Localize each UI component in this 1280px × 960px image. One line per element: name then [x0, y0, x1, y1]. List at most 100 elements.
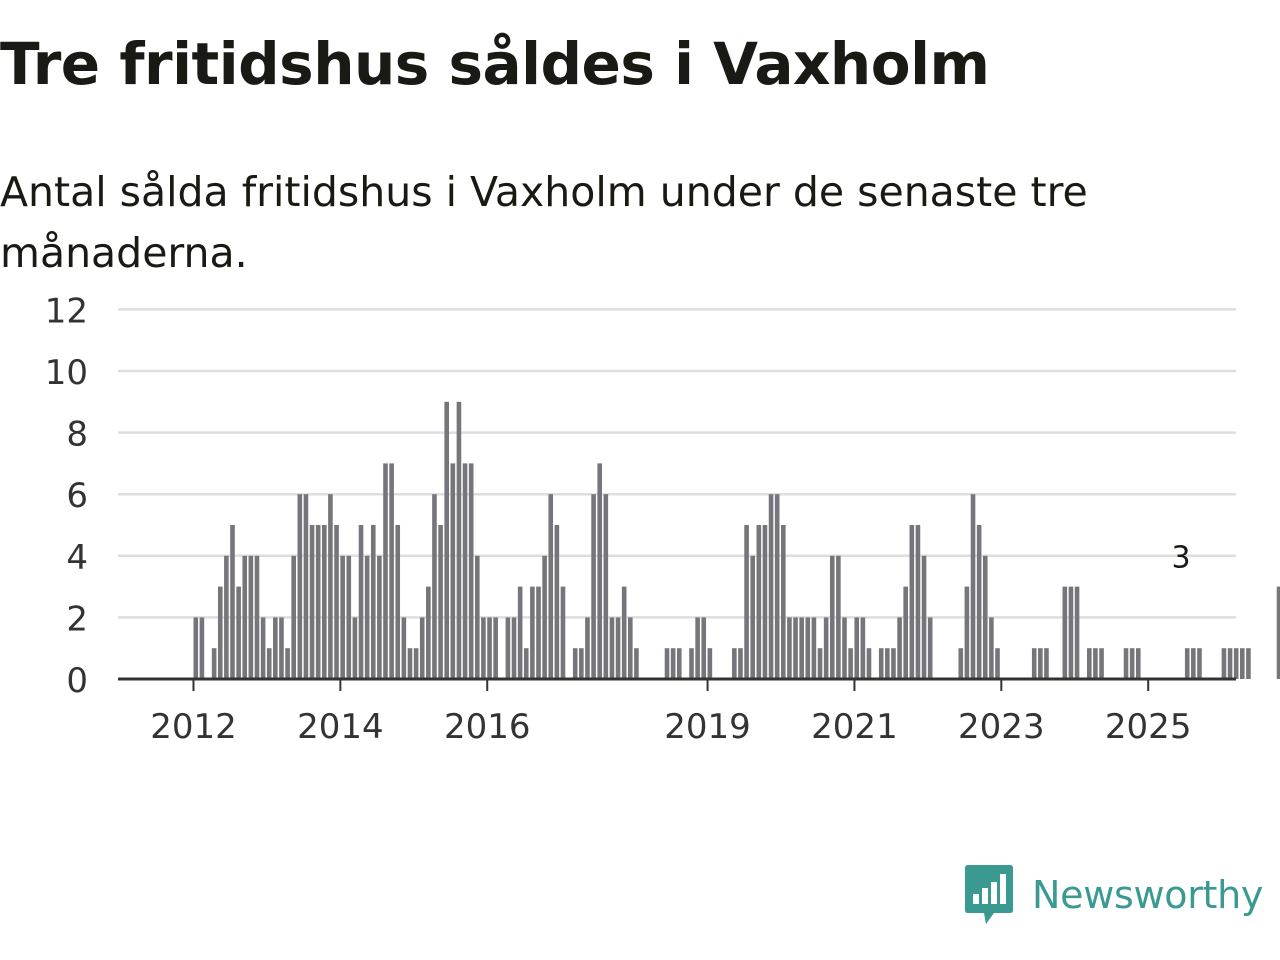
bar: [750, 555, 755, 679]
bar: [676, 648, 682, 679]
bar: [756, 525, 762, 679]
bar: [989, 617, 994, 679]
data-labels: 3: [1172, 541, 1191, 576]
bar: [291, 555, 296, 679]
bar: [762, 525, 768, 679]
bar: [554, 525, 560, 679]
bar: [793, 617, 798, 679]
x-tick-label: 2021: [811, 707, 898, 747]
bar: [315, 525, 321, 679]
bar: [585, 617, 590, 679]
bar: [628, 617, 633, 679]
bar: [823, 617, 829, 679]
bar: [211, 648, 217, 679]
bar: [254, 555, 260, 679]
bar: [432, 494, 437, 679]
bar: [536, 586, 541, 679]
bar: [603, 494, 609, 679]
bar: [364, 555, 370, 679]
bar: [609, 617, 615, 679]
bar: [224, 555, 229, 679]
bar: [303, 494, 309, 679]
bar: [511, 617, 517, 679]
brand-logo: Newsworthy: [962, 862, 1263, 928]
x-tick-label: 2014: [297, 707, 384, 747]
chart-title: Tre fritidshus såldes i Vaxholm: [0, 30, 990, 98]
bar: [444, 401, 449, 679]
bar: [670, 648, 676, 679]
bar: [523, 648, 529, 679]
bar: [1062, 586, 1068, 679]
bar: [1099, 648, 1104, 679]
y-tick-label: 2: [66, 599, 88, 639]
bar: [1074, 586, 1080, 679]
bar: [903, 586, 908, 679]
y-tick-label: 4: [66, 538, 88, 578]
bar: [248, 555, 254, 679]
bar: [970, 494, 976, 679]
bar: [505, 617, 511, 679]
bar: [995, 648, 1000, 679]
bar: [1087, 648, 1092, 679]
bar: [1184, 648, 1190, 679]
bar: [848, 648, 853, 679]
newsworthy-logo-icon: [965, 865, 1013, 924]
bar: [383, 463, 388, 679]
bar: [744, 525, 749, 679]
bar: [915, 525, 921, 679]
bar: [897, 617, 902, 679]
bar: [309, 525, 315, 679]
bar: [297, 494, 303, 679]
bar: [1191, 648, 1196, 679]
x-tick-label: 2016: [444, 707, 531, 747]
bar: [279, 617, 284, 679]
bar: [370, 525, 376, 679]
bar: [909, 525, 915, 679]
bar: [1227, 648, 1233, 679]
bar: [468, 463, 474, 679]
bar: [266, 648, 272, 679]
bar: [701, 617, 707, 679]
bar: [921, 555, 927, 679]
x-tick-label: 2019: [664, 707, 751, 747]
bar: [322, 525, 327, 679]
bar: [732, 648, 737, 679]
bar: [199, 617, 205, 679]
bar: [572, 648, 578, 679]
x-axis-tick-labels: 2012 2014 2016 2019 2021 2023 2025: [150, 679, 1191, 747]
bar: [634, 648, 639, 679]
bar: [450, 463, 456, 679]
bar: [885, 648, 890, 679]
bar: [811, 617, 817, 679]
bar: [854, 617, 860, 679]
bar: [799, 617, 804, 679]
bar: [542, 555, 547, 679]
bar: [352, 617, 358, 679]
bar: [560, 586, 566, 679]
bar: [1093, 648, 1098, 679]
bar: [328, 494, 333, 679]
bar: [689, 648, 694, 679]
bar: [1246, 648, 1251, 679]
bar: [615, 617, 621, 679]
bar: [1123, 648, 1129, 679]
bar: [1038, 648, 1043, 679]
bar: [891, 648, 896, 679]
bar: [958, 648, 964, 679]
bar: [462, 463, 468, 679]
bar: [413, 648, 419, 679]
bar: [1276, 586, 1280, 679]
gridlines: [118, 308, 1236, 619]
bar: [548, 494, 554, 679]
bar: [1135, 648, 1141, 679]
bar: [426, 586, 431, 679]
bar: [591, 494, 596, 679]
bar: [340, 555, 345, 679]
bar: [487, 617, 492, 679]
y-axis-tick-labels: 0 2 4 6 8 10 12: [45, 291, 88, 701]
bar: [285, 648, 290, 679]
bar: [1240, 648, 1245, 679]
bar: [401, 617, 407, 679]
bar: [1068, 586, 1074, 679]
